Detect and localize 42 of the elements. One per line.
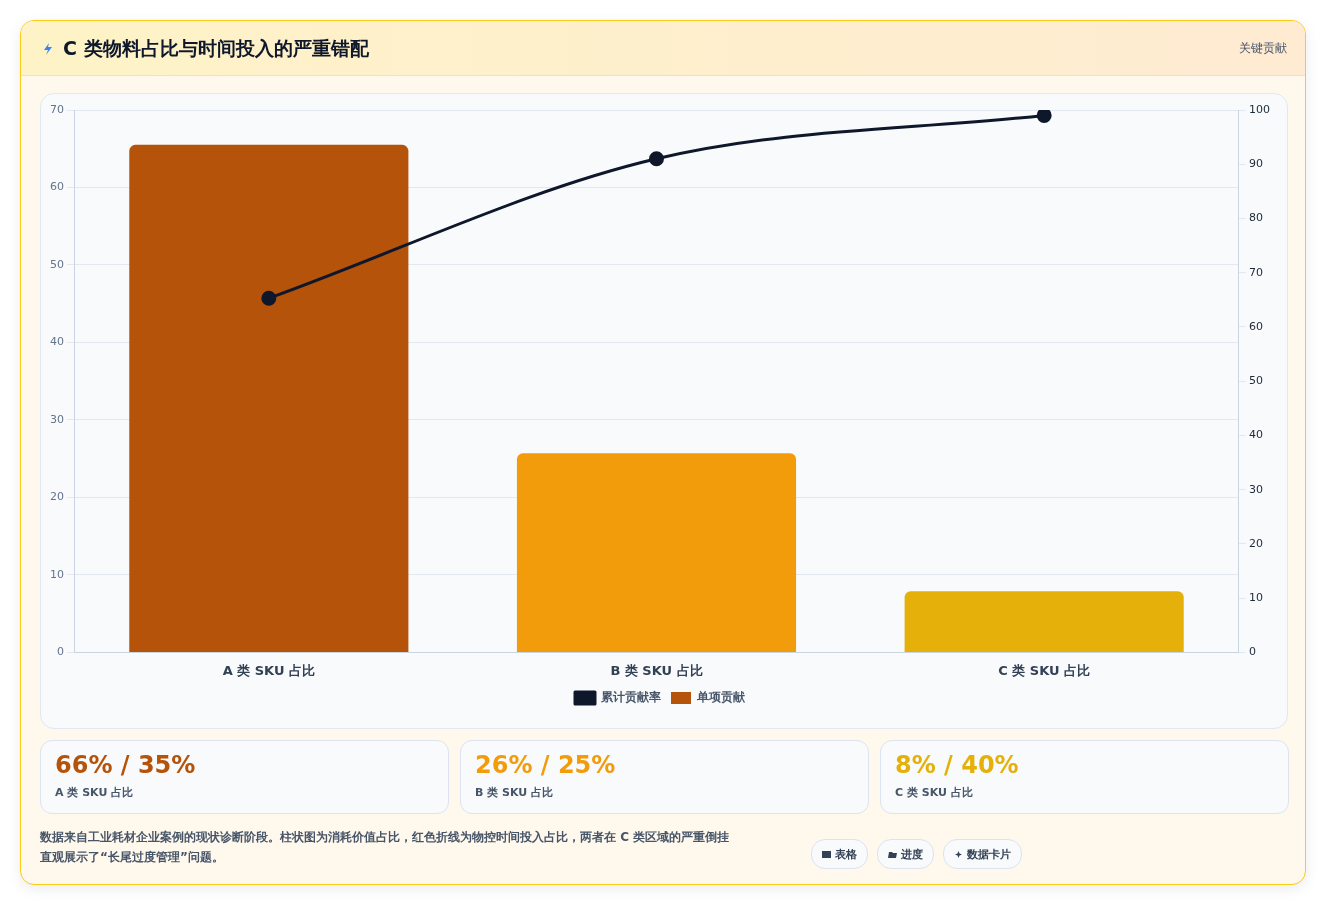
y2-tick-label: 10 (1249, 591, 1263, 605)
y2-tick-label: 90 (1249, 157, 1263, 171)
y-tick-label: 0 (57, 645, 64, 659)
x-tick-label: C 类 SKU 占比 (998, 662, 1091, 678)
y-tick-label: 70 (50, 102, 64, 116)
legend-label: 单项贡献 (696, 690, 746, 705)
y-tick-label: 40 (50, 335, 64, 349)
text: C 类 SKU 占比 (895, 785, 973, 800)
y2-tick-label: 70 (1249, 265, 1263, 279)
y2-tick-label: 100 (1249, 102, 1270, 116)
y2-tick-label: 40 (1249, 428, 1263, 442)
text: 66% / 35% (55, 751, 196, 779)
y2-tick-label: 20 (1249, 536, 1263, 550)
y2-tick-label: 30 (1249, 482, 1263, 496)
text: 进度 (901, 846, 923, 862)
y-tick-label: 50 (50, 257, 64, 271)
y-tick-label: 30 (50, 412, 64, 426)
y-tick-label: 60 (50, 180, 64, 194)
text: 26% / 25% (475, 751, 616, 779)
y2-tick-label: 50 (1249, 374, 1263, 388)
y-tick-label: 20 (50, 490, 64, 504)
y2-tick-label: 0 (1249, 645, 1256, 659)
text: 8% / 40% (895, 751, 1019, 779)
point (1036, 110, 1052, 123)
legend-label: 累计贡献率 (600, 690, 661, 705)
x-tick-label: A 类 SKU 占比 (222, 662, 316, 678)
bar (516, 453, 797, 652)
text: 数据卡片 (967, 846, 1011, 862)
point (649, 151, 664, 167)
y2-tick-label: 60 (1249, 319, 1263, 333)
text: B 类 SKU 占比 (475, 785, 554, 800)
chart-title: C 类物料占比与时间投入的严重错配 (63, 36, 369, 61)
text: A 类 SKU 占比 (55, 785, 134, 800)
text: 关键贡献 (1239, 40, 1287, 57)
y-tick-label: 10 (50, 567, 64, 581)
bar (904, 591, 1184, 652)
y2-tick-label: 80 (1249, 211, 1263, 225)
text: 数据来自工业耗材企业案例的现状诊断阶段。柱状图为消耗价值占比，红色折线为物控时间投入占比，两者在 C 类区域的严重倒挂直观展示了“长尾过度管理”问题。 (40, 829, 730, 866)
bar (129, 144, 409, 652)
text: 表格 (835, 846, 857, 862)
x-tick-label: B 类 SKU 占比 (610, 662, 703, 678)
point (261, 290, 277, 306)
